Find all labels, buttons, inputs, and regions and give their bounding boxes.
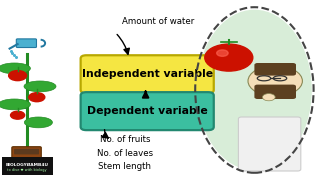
FancyBboxPatch shape <box>16 39 36 48</box>
Circle shape <box>205 44 253 71</box>
FancyBboxPatch shape <box>254 63 296 76</box>
Text: No. of fruits
No. of leaves
Stem length: No. of fruits No. of leaves Stem length <box>97 135 153 171</box>
FancyBboxPatch shape <box>14 149 39 154</box>
Ellipse shape <box>0 99 30 110</box>
Circle shape <box>262 94 275 101</box>
Circle shape <box>217 50 228 56</box>
Text: Amount of water: Amount of water <box>122 17 194 26</box>
FancyBboxPatch shape <box>2 157 53 175</box>
Text: to dive ♥ with biology: to dive ♥ with biology <box>7 168 47 172</box>
Ellipse shape <box>197 10 312 170</box>
FancyBboxPatch shape <box>81 55 214 93</box>
Circle shape <box>9 71 27 81</box>
Ellipse shape <box>0 63 30 74</box>
FancyBboxPatch shape <box>254 85 296 99</box>
Ellipse shape <box>24 81 56 92</box>
Circle shape <box>11 111 25 119</box>
Ellipse shape <box>24 117 52 128</box>
Circle shape <box>29 93 45 102</box>
Circle shape <box>248 66 302 96</box>
Text: Dependent variable: Dependent variable <box>87 106 208 116</box>
FancyBboxPatch shape <box>12 147 41 161</box>
Text: Independent variable: Independent variable <box>82 69 213 79</box>
FancyBboxPatch shape <box>81 92 214 130</box>
Text: BIOLOGYØAMB4U: BIOLOGYØAMB4U <box>6 163 49 167</box>
FancyBboxPatch shape <box>238 117 301 171</box>
